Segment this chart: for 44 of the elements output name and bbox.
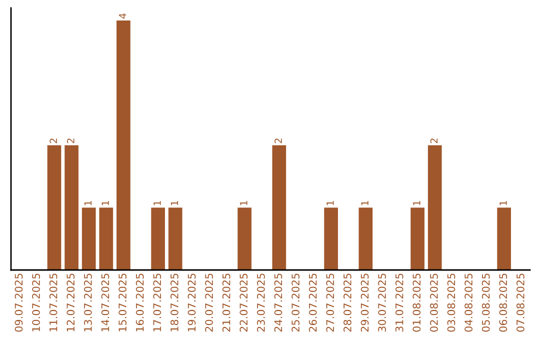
x-tick-label: 25.07.2025 bbox=[292, 274, 300, 332]
x-tick-label: 20.07.2025 bbox=[205, 274, 213, 332]
x-tick-label: 23.07.2025 bbox=[256, 274, 265, 332]
data-label: 2 bbox=[50, 138, 57, 144]
x-tick-label: 04.08.2025 bbox=[464, 274, 472, 332]
x-tick-label: 13.07.2025 bbox=[84, 274, 92, 332]
data-label: 1 bbox=[240, 200, 248, 206]
data-label: 1 bbox=[326, 200, 334, 206]
data-label: 1 bbox=[500, 200, 507, 206]
x-tick-label: 29.07.2025 bbox=[360, 274, 369, 332]
x-tick-label: 03.08.2025 bbox=[447, 274, 456, 332]
data-label: 1 bbox=[170, 200, 178, 206]
x-tick-label: 21.07.2025 bbox=[222, 274, 230, 332]
x-tick-label: 11.07.2025 bbox=[49, 274, 58, 332]
x-tick-label: 02.08.2025 bbox=[430, 274, 438, 332]
x-tick-label: 27.07.2025 bbox=[326, 274, 334, 332]
x-tick-label: 16.07.2025 bbox=[136, 274, 144, 332]
data-label: 1 bbox=[361, 200, 368, 206]
x-tick-label: 09.07.2025 bbox=[14, 274, 23, 332]
data-label: 1 bbox=[84, 200, 92, 206]
data-label: 2 bbox=[67, 138, 74, 144]
x-tick-label: 14.07.2025 bbox=[101, 274, 110, 332]
x-tick-label: 06.08.2025 bbox=[499, 274, 508, 332]
x-tick-label: 31.07.2025 bbox=[395, 274, 404, 332]
data-label: 2 bbox=[430, 138, 438, 144]
x-tick-label: 10.07.2025 bbox=[32, 274, 40, 332]
x-tick-label: 07.08.2025 bbox=[516, 274, 524, 332]
x-tick-label: 19.07.2025 bbox=[188, 274, 196, 332]
data-label: 1 bbox=[102, 200, 109, 206]
x-tick-label: 28.07.2025 bbox=[343, 274, 352, 332]
x-tick-label: 05.08.2025 bbox=[482, 274, 490, 332]
x-tick-label: 30.07.2025 bbox=[378, 274, 386, 332]
x-tick-label: 17.07.2025 bbox=[153, 274, 162, 332]
x-tick-label: 26.07.2025 bbox=[308, 274, 317, 332]
data-label: 2 bbox=[274, 138, 282, 144]
x-tick-label: 12.07.2025 bbox=[66, 274, 75, 332]
x-tick-label: 24.07.2025 bbox=[274, 274, 282, 332]
x-tick-label: 18.07.2025 bbox=[170, 274, 178, 332]
x-tick-label: 15.07.2025 bbox=[118, 274, 126, 332]
data-label: 1 bbox=[413, 200, 420, 206]
data-label: 4 bbox=[119, 13, 126, 19]
x-tick-label: 01.08.2025 bbox=[412, 274, 421, 332]
x-tick-label: 22.07.2025 bbox=[240, 274, 248, 332]
data-label: 1 bbox=[154, 200, 161, 206]
